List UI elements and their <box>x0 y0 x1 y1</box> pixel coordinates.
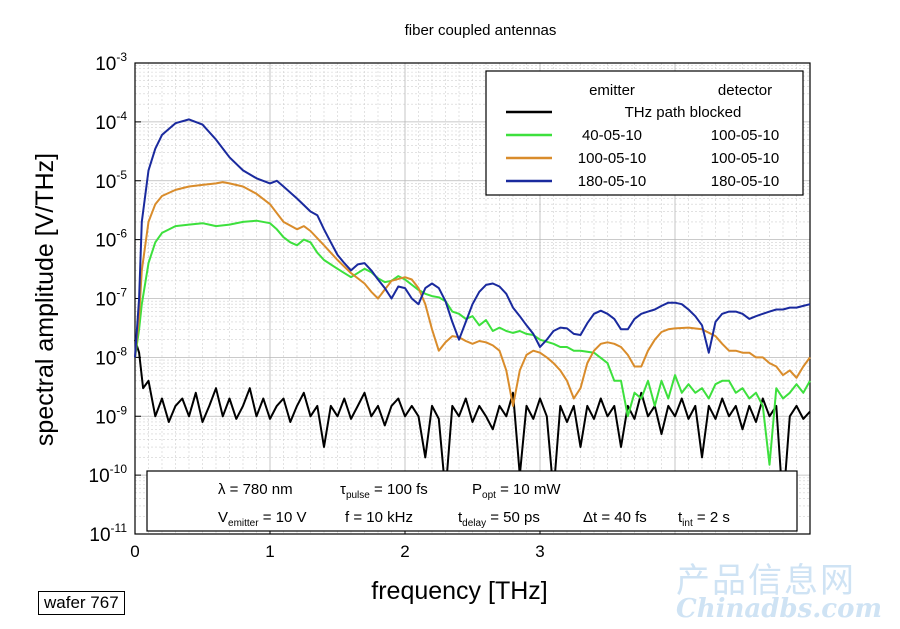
parameter-text: tdelay = 50 ps <box>458 509 540 529</box>
legend-header-detector: detector <box>718 82 772 99</box>
parameter-text: Popt = 10 mW <box>472 481 561 501</box>
y-tick-label: 10-6 <box>95 227 127 252</box>
parameter-text: λ = 780 nm <box>218 481 293 498</box>
series-line-3 <box>134 118 811 358</box>
y-tick-label: 10-7 <box>95 286 127 311</box>
y-tick-label: 10-4 <box>95 109 127 134</box>
legend-emitter-label: 100-05-10 <box>578 150 646 167</box>
legend-detector-label: 100-05-10 <box>711 127 779 144</box>
wafer-label: wafer 767 <box>38 591 125 615</box>
x-tick-label: 1 <box>265 542 274 561</box>
y-tick-label: 10-8 <box>95 344 127 369</box>
watermark-chinese: 产品信息网 <box>676 561 856 601</box>
y-tick-label: 10-9 <box>95 403 127 428</box>
x-tick-label: 2 <box>400 542 409 561</box>
legend-detector-label: 100-05-10 <box>711 150 779 167</box>
legend-emitter-label: 40-05-10 <box>582 127 642 144</box>
parameter-text: f = 10 kHz <box>345 509 413 526</box>
y-tick-label: 10-10 <box>89 462 128 487</box>
legend-label: THz path blocked <box>625 104 742 121</box>
parameters-box: λ = 780 nm τpulse = 100 fs Popt = 10 mW Vem… <box>146 470 798 532</box>
legend-box <box>485 70 804 196</box>
chart-title: fiber coupled antennas <box>405 22 557 39</box>
x-tick-label: 0 <box>130 542 139 561</box>
x-tick-label: 3 <box>535 542 544 561</box>
y-tick-label: 10-11 <box>89 521 127 546</box>
y-axis-label: spectral amplitude [V/THz] <box>31 153 59 446</box>
parameter-text: Vemitter = 10 V <box>218 509 307 529</box>
parameters-frame <box>146 470 798 532</box>
legend-header-emitter: emitter <box>589 82 635 99</box>
parameter-text: Δt = 40 fs <box>583 509 647 526</box>
legend: emitter detector THz path blocked 40-05-10 1… <box>485 70 804 196</box>
legend-emitter-label: 180-05-10 <box>578 173 646 190</box>
parameter-text: τpulse = 100 fs <box>340 481 428 501</box>
legend-detector-label: 180-05-10 <box>711 173 779 190</box>
watermark-url: Chinadbs.com <box>676 594 882 624</box>
x-axis-label: frequency [THz] <box>371 577 547 605</box>
series-line-2 <box>134 181 811 407</box>
series-line-0 <box>134 339 811 507</box>
series-line-1 <box>134 219 811 466</box>
y-tick-label: 10-5 <box>95 168 127 193</box>
parameter-text: tint = 2 s <box>678 509 730 529</box>
y-tick-label: 10-3 <box>95 50 127 75</box>
